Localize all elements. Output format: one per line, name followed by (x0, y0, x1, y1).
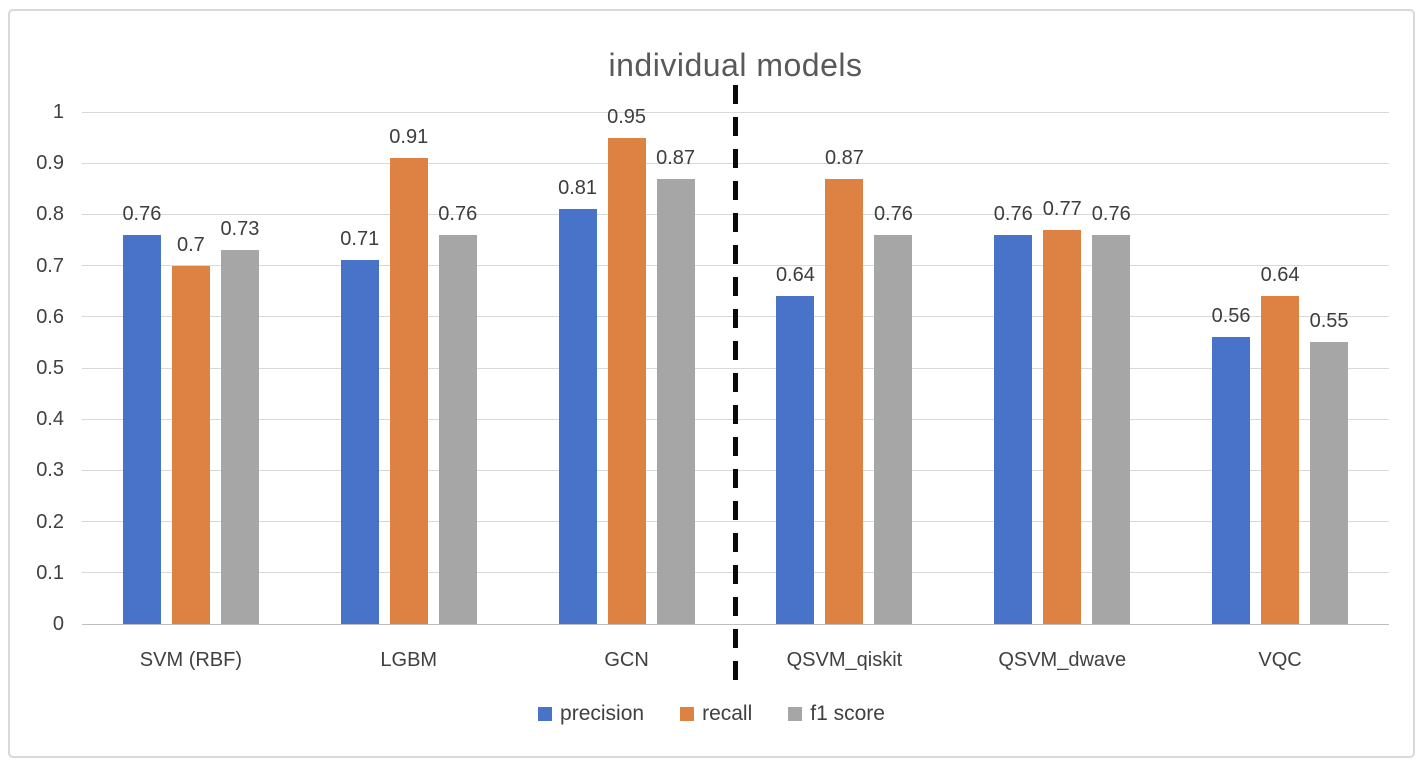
bar-value-label: 0.76 (122, 202, 162, 225)
x-axis-label: QSVM_dwave (998, 649, 1127, 671)
bar-f1-score-LGBM (438, 234, 477, 624)
bar-precision-VQC (1212, 337, 1251, 624)
legend-label: f1 score (810, 702, 885, 725)
legend-swatch-precision (538, 707, 553, 721)
legend-item-precision: precision (538, 702, 644, 726)
legend-swatch-f1-score (788, 707, 803, 721)
legend-item-recall: recall (680, 702, 752, 726)
bar-f1-score-SVM-RBF- (220, 250, 259, 624)
y-axis-tick-label: 0.2 (36, 510, 64, 533)
chart-title: individual models (608, 47, 863, 83)
bar-precision-SVM-RBF- (122, 234, 161, 624)
y-axis-tick-label: 0.3 (36, 459, 64, 482)
bar-value-label: 0.76 (1091, 202, 1131, 225)
x-axis-label: VQC (1258, 649, 1302, 671)
x-axis-label: SVM (RBF) (139, 649, 243, 671)
x-axis-label: QSVM_qiskit (786, 649, 903, 671)
bar-value-label: 0.91 (389, 126, 429, 149)
y-axis-tick-label: 0 (52, 613, 64, 635)
bar-recall-QSVM_qiskit (825, 178, 864, 624)
y-axis-tick-label: 0.7 (36, 254, 64, 277)
y-axis-tick-label: 0.6 (36, 305, 64, 328)
bar-recall-SVM-RBF- (171, 265, 210, 624)
bar-f1-score-GCN (656, 178, 695, 624)
bar-recall-LGBM (389, 158, 428, 624)
bar-value-label: 0.7 (177, 233, 205, 256)
legend: precision recall f1 score (10, 702, 1413, 726)
bar-recall-GCN (607, 137, 646, 624)
bar-value-label: 0.71 (340, 228, 380, 251)
bar-value-label: 0.76 (438, 202, 478, 225)
y-axis-tick-label: 1 (52, 101, 64, 123)
y-axis-tick-label: 0.8 (36, 203, 64, 226)
y-axis-tick-label: 0.9 (36, 152, 64, 175)
bar-f1-score-QSVM_qiskit (874, 234, 913, 624)
bar-value-label: 0.87 (824, 146, 864, 169)
bar-value-label: 0.95 (607, 105, 647, 128)
bar-value-label: 0.81 (558, 177, 598, 200)
bar-precision-GCN (558, 209, 597, 624)
bar-precision-QSVM_qiskit (776, 296, 815, 624)
bar-recall-QSVM_dwave (1043, 229, 1082, 624)
bar-value-label: 0.56 (1211, 305, 1251, 328)
bar-value-label: 0.77 (1042, 197, 1082, 220)
legend-swatch-recall (680, 707, 695, 721)
legend-label: precision (560, 702, 645, 725)
y-axis-tick-label: 0.4 (36, 408, 64, 431)
bar-value-label: 0.64 (775, 264, 815, 287)
x-axis-label: LGBM (380, 649, 438, 671)
legend-item-f1-score: f1 score (788, 702, 885, 726)
bar-value-label: 0.55 (1309, 310, 1349, 333)
bar-f1-score-VQC (1310, 342, 1349, 624)
x-axis-label: GCN (604, 649, 649, 671)
bar-value-label: 0.76 (873, 202, 913, 225)
plot-area: 0 0.1 0.2 0.3 0.4 0.5 0.6 0.7 0.8 0.9 1 0.76 0.7 0.73… (10, 11, 1413, 756)
bar-value-label: 0.64 (1260, 264, 1300, 287)
bar-value-label: 0.73 (220, 218, 260, 241)
bar-precision-LGBM (340, 260, 379, 624)
y-axis-tick-label: 0.5 (36, 357, 64, 379)
bar-value-label: 0.76 (993, 202, 1033, 225)
y-axis-tick-label: 0.1 (36, 561, 64, 584)
bar-f1-score-QSVM_dwave (1092, 234, 1131, 624)
bar-recall-VQC (1261, 296, 1300, 624)
chart-frame: individual models 0 0.1 0.2 0.3 0.4 0.5 0.6 0.7… (8, 9, 1415, 758)
classical-quantum-separator-line (733, 85, 738, 691)
bar-value-label: 0.87 (656, 146, 696, 169)
bar-precision-QSVM_dwave (994, 234, 1033, 624)
legend-label: recall (702, 702, 753, 725)
